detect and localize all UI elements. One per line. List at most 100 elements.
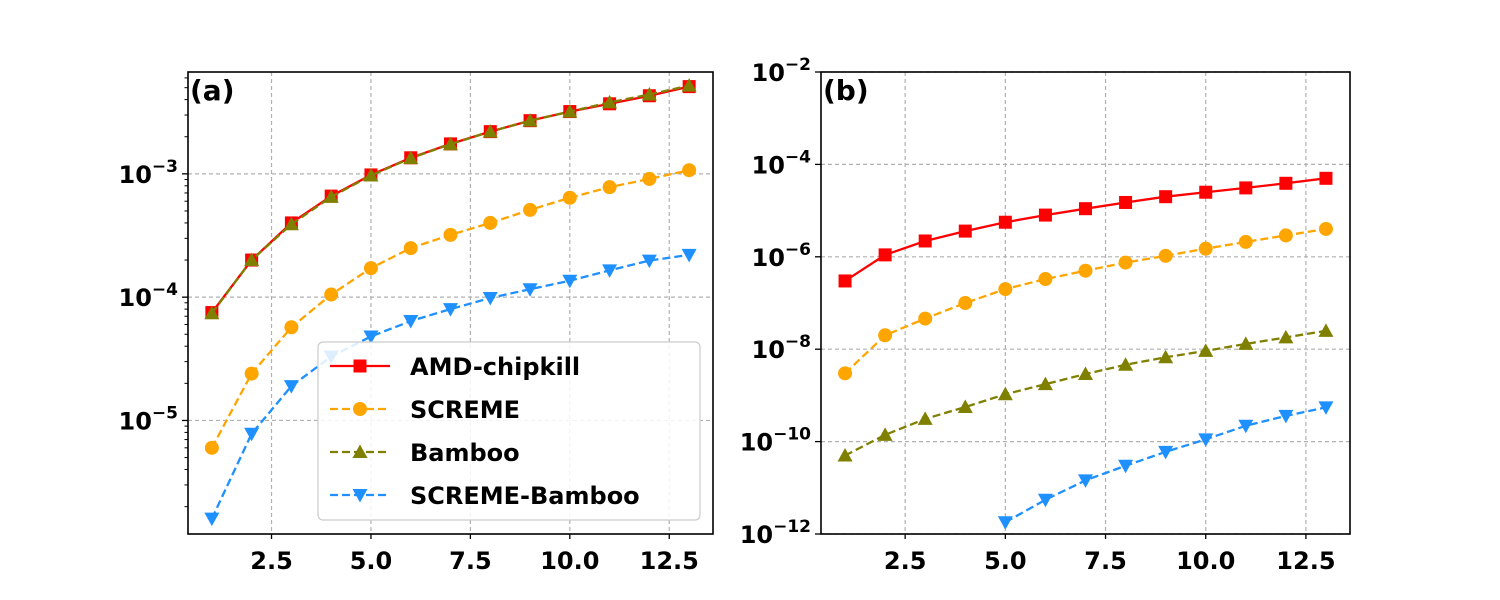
data-point <box>1158 445 1174 460</box>
data-point <box>878 248 892 262</box>
series-line <box>210 85 690 314</box>
data-point <box>1238 336 1254 350</box>
data-point <box>204 440 219 455</box>
y-tick-label: 10−4 <box>119 280 179 312</box>
data-point <box>958 296 973 310</box>
data-point <box>837 448 853 462</box>
data-point <box>204 512 220 527</box>
data-point <box>363 261 378 276</box>
legend-box <box>317 341 701 521</box>
data-point <box>1038 272 1053 287</box>
data-point <box>1318 323 1334 337</box>
data-point <box>523 202 538 217</box>
axes-frame <box>187 71 714 535</box>
data-point <box>363 330 379 344</box>
data-point <box>681 78 697 92</box>
data-point <box>1198 241 1213 256</box>
y-tick-label: 10−6 <box>752 240 811 272</box>
data-point <box>443 303 458 317</box>
panel-a: 2.5 5.0 7.5 10.0 12.5 10−3 10−4 10−5 (a) AMD-chip… <box>119 71 714 575</box>
y-tick-label: 10−8 <box>752 332 811 364</box>
data-point <box>997 516 1013 530</box>
x-tick-label: 5.0 <box>350 547 393 575</box>
data-point <box>1118 459 1134 474</box>
data-point <box>324 287 339 302</box>
data-point <box>681 248 697 263</box>
data-point <box>1238 419 1254 434</box>
data-point <box>1079 202 1092 216</box>
data-point <box>602 180 617 195</box>
x-tick-label: 10.0 <box>540 547 599 575</box>
y-tick-label: 10−10 <box>740 425 811 457</box>
series-line <box>210 84 690 314</box>
legend-label: SCREME <box>410 396 520 424</box>
data-point <box>958 224 972 238</box>
data-point <box>918 234 932 248</box>
data-point <box>838 274 852 288</box>
data-point <box>1318 221 1333 236</box>
data-point <box>1119 195 1133 209</box>
legend-label: Bamboo <box>410 439 520 467</box>
legend-marker <box>353 402 367 416</box>
data-point <box>323 189 339 203</box>
data-point <box>1078 474 1093 488</box>
data-point <box>283 380 299 394</box>
data-point <box>522 113 538 127</box>
data-point <box>403 241 418 256</box>
legend-label: SCREME-Bamboo <box>410 482 640 510</box>
data-point <box>522 283 538 297</box>
data-point <box>878 328 893 343</box>
data-point <box>1199 185 1213 199</box>
data-point <box>443 136 458 151</box>
panel-b: 2.5 5.0 7.5 10.0 12.5 10−2 10−4 10−6 10−8 10−10 10… <box>740 55 1351 575</box>
data-point <box>1159 190 1173 204</box>
data-point <box>1037 376 1053 391</box>
data-point <box>482 124 498 138</box>
x-tick-label: 2.5 <box>250 547 293 575</box>
data-point <box>877 427 893 441</box>
data-point <box>483 215 498 230</box>
data-point <box>363 167 379 182</box>
x-tick-label: 5.0 <box>984 547 1027 575</box>
data-point <box>641 254 657 269</box>
data-point <box>204 305 220 320</box>
data-point <box>1278 329 1294 344</box>
data-point <box>1158 248 1173 263</box>
data-point <box>283 216 299 231</box>
data-point <box>1198 343 1214 357</box>
axes-frame <box>820 71 1351 535</box>
data-point <box>403 315 419 329</box>
data-point <box>1037 493 1053 508</box>
data-point <box>917 411 933 425</box>
legend-marker <box>352 444 368 458</box>
data-point <box>642 171 657 186</box>
data-point <box>562 190 577 205</box>
data-point <box>602 94 618 109</box>
data-point <box>1118 357 1134 371</box>
y-tick-label: 10−4 <box>752 147 812 179</box>
y-tick-label: 10−3 <box>119 157 178 189</box>
plot-area <box>837 171 1334 530</box>
data-point <box>1158 349 1174 364</box>
series-line <box>844 227 1327 375</box>
data-point <box>1319 171 1333 185</box>
panel-label: (a) <box>190 74 235 107</box>
x-tick-label: 7.5 <box>449 547 492 575</box>
data-point <box>284 320 299 335</box>
data-point <box>1078 263 1093 278</box>
data-point <box>443 227 458 242</box>
plot-area <box>204 78 697 527</box>
data-point <box>957 399 973 414</box>
series-line <box>844 329 1327 457</box>
data-point <box>641 87 657 101</box>
data-point <box>562 104 578 118</box>
x-tick-label: 7.5 <box>1084 547 1127 575</box>
panel-label: (b) <box>823 74 869 107</box>
data-point <box>918 311 933 326</box>
data-point <box>1278 228 1293 243</box>
x-tick-label: 12.5 <box>640 547 699 575</box>
data-point <box>1239 181 1253 195</box>
data-point <box>997 386 1013 401</box>
data-point <box>1318 401 1334 415</box>
data-point <box>403 150 419 165</box>
